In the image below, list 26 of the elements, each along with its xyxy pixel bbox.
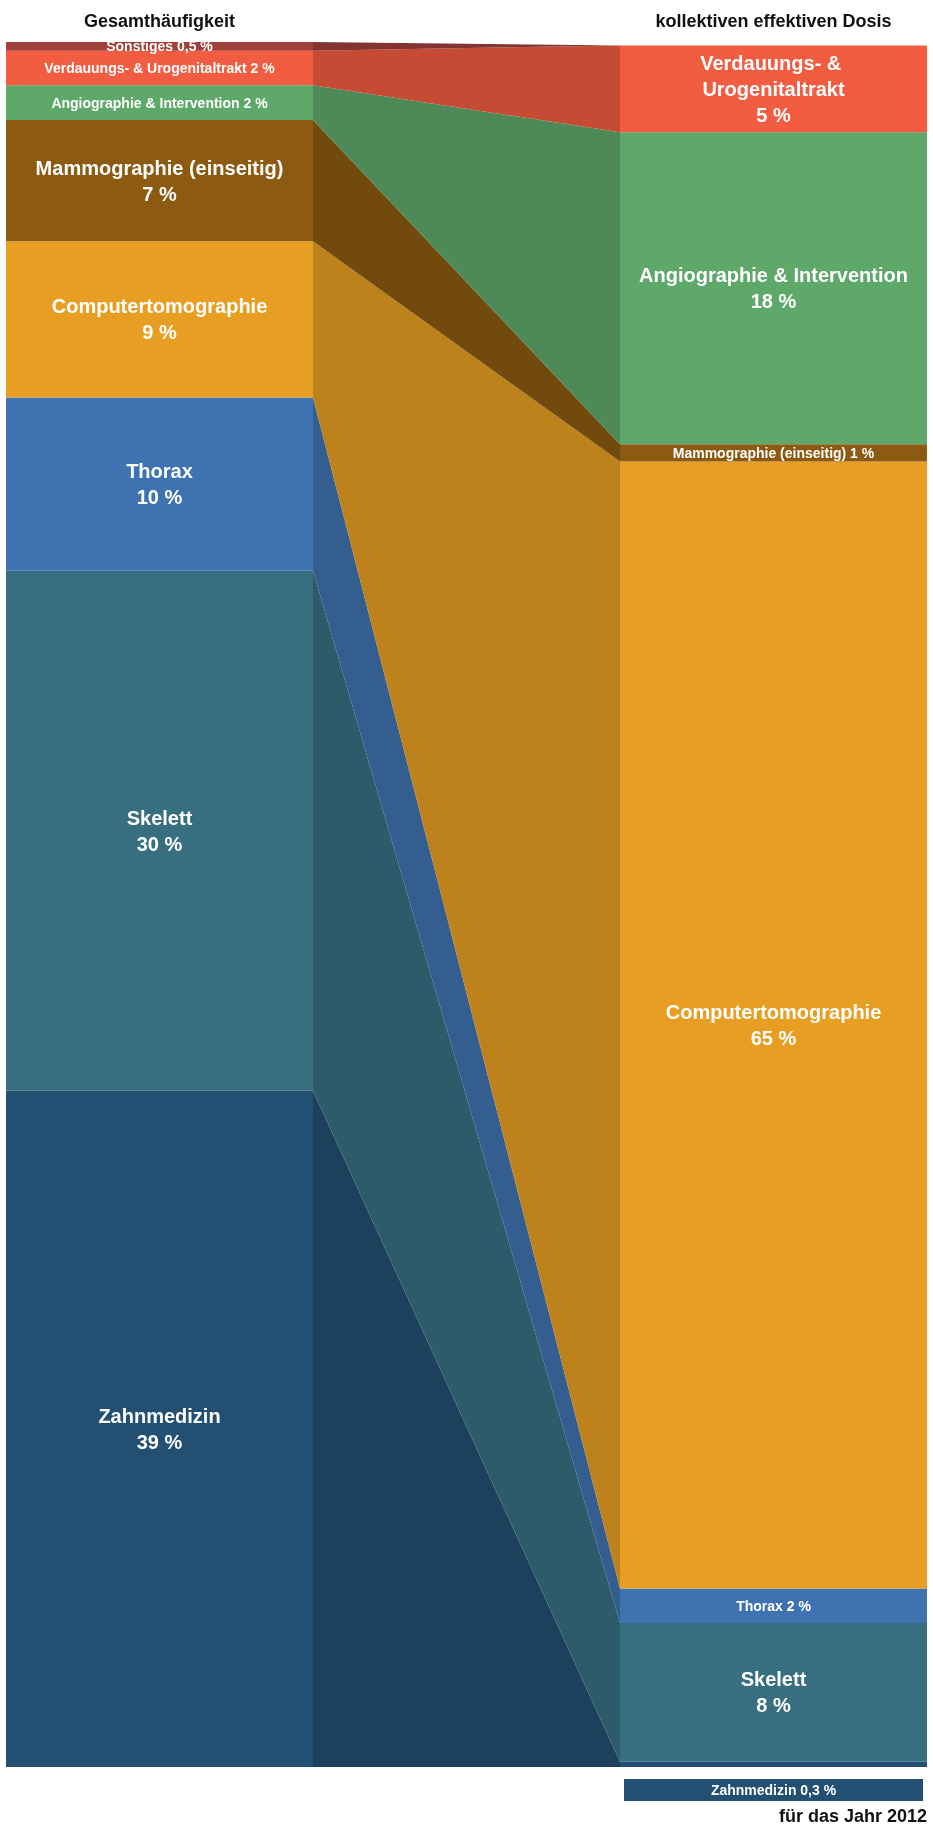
- data-label: 10 %: [136, 486, 183, 509]
- series-label: Skelett: [740, 1668, 807, 1691]
- series-label: Verdauungs- & Urogenitaltrakt: [700, 51, 847, 100]
- data-label: 65 %: [750, 1026, 797, 1049]
- series-label: Angiographie & Intervention: [639, 264, 908, 287]
- text: Angiographie & Intervention 2 %: [51, 94, 268, 111]
- x-tick-label: Gesamthäufigkeit: [83, 11, 236, 31]
- text: Mammographie (einseitig) 1 %: [672, 444, 875, 461]
- text: Computertomographie: [665, 1000, 882, 1023]
- series-label: Computertomographie: [51, 295, 268, 318]
- text: Verdauungs- & Urogenitaltrakt 2 %: [44, 60, 275, 76]
- text: Thorax 2 %: [736, 1597, 811, 1614]
- data-label: Zahnmedizin 0,3 %: [710, 1782, 837, 1798]
- series-label: Thorax: [126, 460, 193, 483]
- data-label: 18 %: [750, 290, 797, 313]
- series-label: Zahnmedizin: [98, 1404, 221, 1427]
- data-label: 8 %: [756, 1694, 791, 1717]
- series-label: Mammographie (einseitig): [35, 156, 284, 179]
- text: Skelett: [126, 806, 193, 829]
- data-label: 39 %: [136, 1430, 183, 1453]
- data-label: 7 %: [142, 182, 177, 205]
- data-label: 9 %: [142, 321, 177, 344]
- x-tick-label: kollektiven effektiven Dosis: [655, 11, 892, 31]
- data-label: 30 %: [136, 832, 183, 855]
- text: für das Jahr 2012: [778, 1806, 927, 1826]
- data-label: 5 %: [756, 103, 791, 126]
